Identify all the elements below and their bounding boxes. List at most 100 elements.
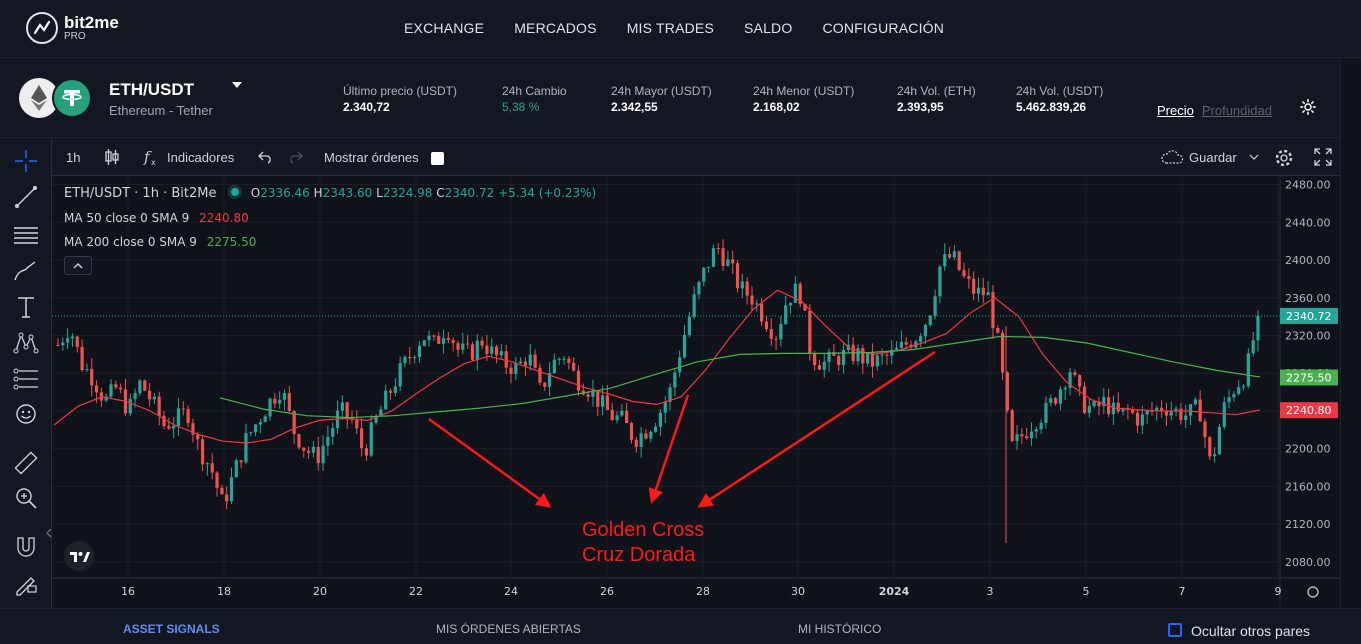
candle-body [297,434,301,448]
candle-body [711,248,716,267]
candle-body [1121,407,1125,412]
interval-selector[interactable]: 1h [66,150,81,165]
save-button[interactable]: Guardar [1189,150,1237,165]
ruler-icon[interactable] [13,450,39,476]
hide-pairs-checkbox[interactable] [1168,623,1182,637]
candle-body [461,343,465,350]
candle-body [307,450,311,453]
nav-mis-trades[interactable]: MIS TRADES [626,20,714,36]
candle-body [523,361,528,366]
legend-ma50[interactable]: MA 50 close 0 SMA 9 2240.80 [64,211,249,225]
nav-saldo[interactable]: SALDO [744,20,793,36]
collapse-legend-button[interactable] [64,256,92,275]
candle-body [600,395,605,407]
svg-text:f: f [143,148,152,166]
horizontal-lines-icon[interactable] [13,222,39,248]
candle-body [1184,415,1188,420]
candle-body [572,362,576,371]
ma200-value: 2275.50 [206,235,257,249]
candle-body [981,287,985,296]
candle-body [976,287,981,294]
fullscreen-icon[interactable] [1314,148,1332,166]
candle-body [196,434,200,440]
collapse-toolbar-icon[interactable] [46,528,52,538]
price-tick-label: 2200.00 [1285,443,1331,456]
candle-body [755,303,759,305]
top-nav: bit2me PRO EXCHANGE MERCADOS MIS TRADES … [0,0,1361,58]
candle-body [364,448,369,456]
ma200-line [219,335,1261,419]
price-tick-label: 2160.00 [1285,480,1331,493]
price-tick-label: 2400.00 [1285,254,1331,267]
candle-body [1058,389,1063,404]
candle-body [1135,412,1140,426]
candle-body [899,341,903,348]
pair-dropdown-icon[interactable] [232,82,242,88]
candle-body [649,431,653,439]
tradingview-logo[interactable] [64,541,94,571]
redo-icon[interactable] [287,150,303,164]
emoji-icon[interactable] [13,401,39,427]
tab-open-orders[interactable]: MIS ÓRDENES ABIERTAS [436,622,581,636]
tab-precio[interactable]: Precio [1157,103,1194,118]
candle-body [388,390,393,393]
trend-line-icon[interactable] [13,184,39,210]
chevron-down-icon[interactable] [1249,154,1259,160]
stat-label: 24h Cambio [502,84,567,98]
time-tick-label: 3 [987,585,994,598]
time-tick-label: 24 [504,585,518,598]
candle-body [99,392,103,401]
stat-24h-high: 24h Mayor (USDT) 2.342,55 [611,84,712,114]
pair-selector[interactable]: ETH/USDT Ethereum - Tether [109,80,213,118]
chart-canvas[interactable]: 2480.002440.002400.002360.002320.002280.… [52,177,1340,607]
candle-body [176,408,181,426]
candles-icon[interactable] [104,148,120,166]
crosshair-icon[interactable] [13,148,39,174]
ticker-bar: ETH/USDT Ethereum - Tether Último precio… [0,58,1340,138]
lock-drawings-icon[interactable] [13,570,39,596]
candle-body [268,398,272,417]
text-tool-icon[interactable] [13,294,39,320]
candle-body [1082,386,1087,413]
tab-profundidad[interactable]: Profundidad [1201,103,1272,118]
candle-body [311,446,316,453]
candle-body [1150,410,1154,412]
nav-mercados[interactable]: MERCADOS [514,20,597,36]
candle-body [85,369,89,371]
stat-label: 24h Vol. (USDT) [1016,84,1104,98]
pair-name: ETH/USDT [109,80,194,99]
legend-ma200[interactable]: MA 200 close 0 SMA 9 2275.50 [64,235,256,249]
nav-exchange[interactable]: EXCHANGE [404,20,485,36]
brush-icon[interactable] [13,258,39,284]
pattern-icon[interactable] [13,330,39,356]
candle-body [890,349,894,356]
axis-settings-icon[interactable] [1307,586,1319,598]
candle-body [764,321,769,330]
tab-history[interactable]: MI HISTÓRICO [798,622,882,636]
candle-body [1174,408,1178,412]
candle-body [634,439,638,447]
candle-body [167,426,171,429]
candle-body [422,340,426,346]
candle-body [162,415,166,427]
tab-asset-signals[interactable]: ASSET SIGNALS [123,622,220,636]
indicators-button[interactable]: Indicadores [167,150,235,165]
price-chart[interactable]: 2480.002440.002400.002360.002320.002280.… [52,177,1340,607]
zoom-in-icon[interactable] [13,485,39,511]
forecast-icon[interactable] [13,366,39,392]
ma200-label: MA 200 close 0 SMA 9 [64,235,197,249]
main-nav: EXCHANGE MERCADOS MIS TRADES SALDO CONFI… [404,20,944,36]
brand-logo[interactable]: bit2me PRO [26,12,119,44]
gear-icon[interactable] [1274,148,1294,168]
candle-body [292,411,296,435]
price-tick-label: 2440.00 [1285,216,1331,229]
magnet-icon[interactable] [13,534,39,560]
candle-body [663,402,667,413]
show-orders-checkbox[interactable] [431,152,444,165]
theme-toggle-icon[interactable] [1300,99,1316,115]
candle-body [1155,407,1159,411]
nav-configuracion[interactable]: CONFIGURACIÓN [822,20,945,36]
candle-body [803,303,807,311]
undo-icon[interactable] [258,150,274,164]
